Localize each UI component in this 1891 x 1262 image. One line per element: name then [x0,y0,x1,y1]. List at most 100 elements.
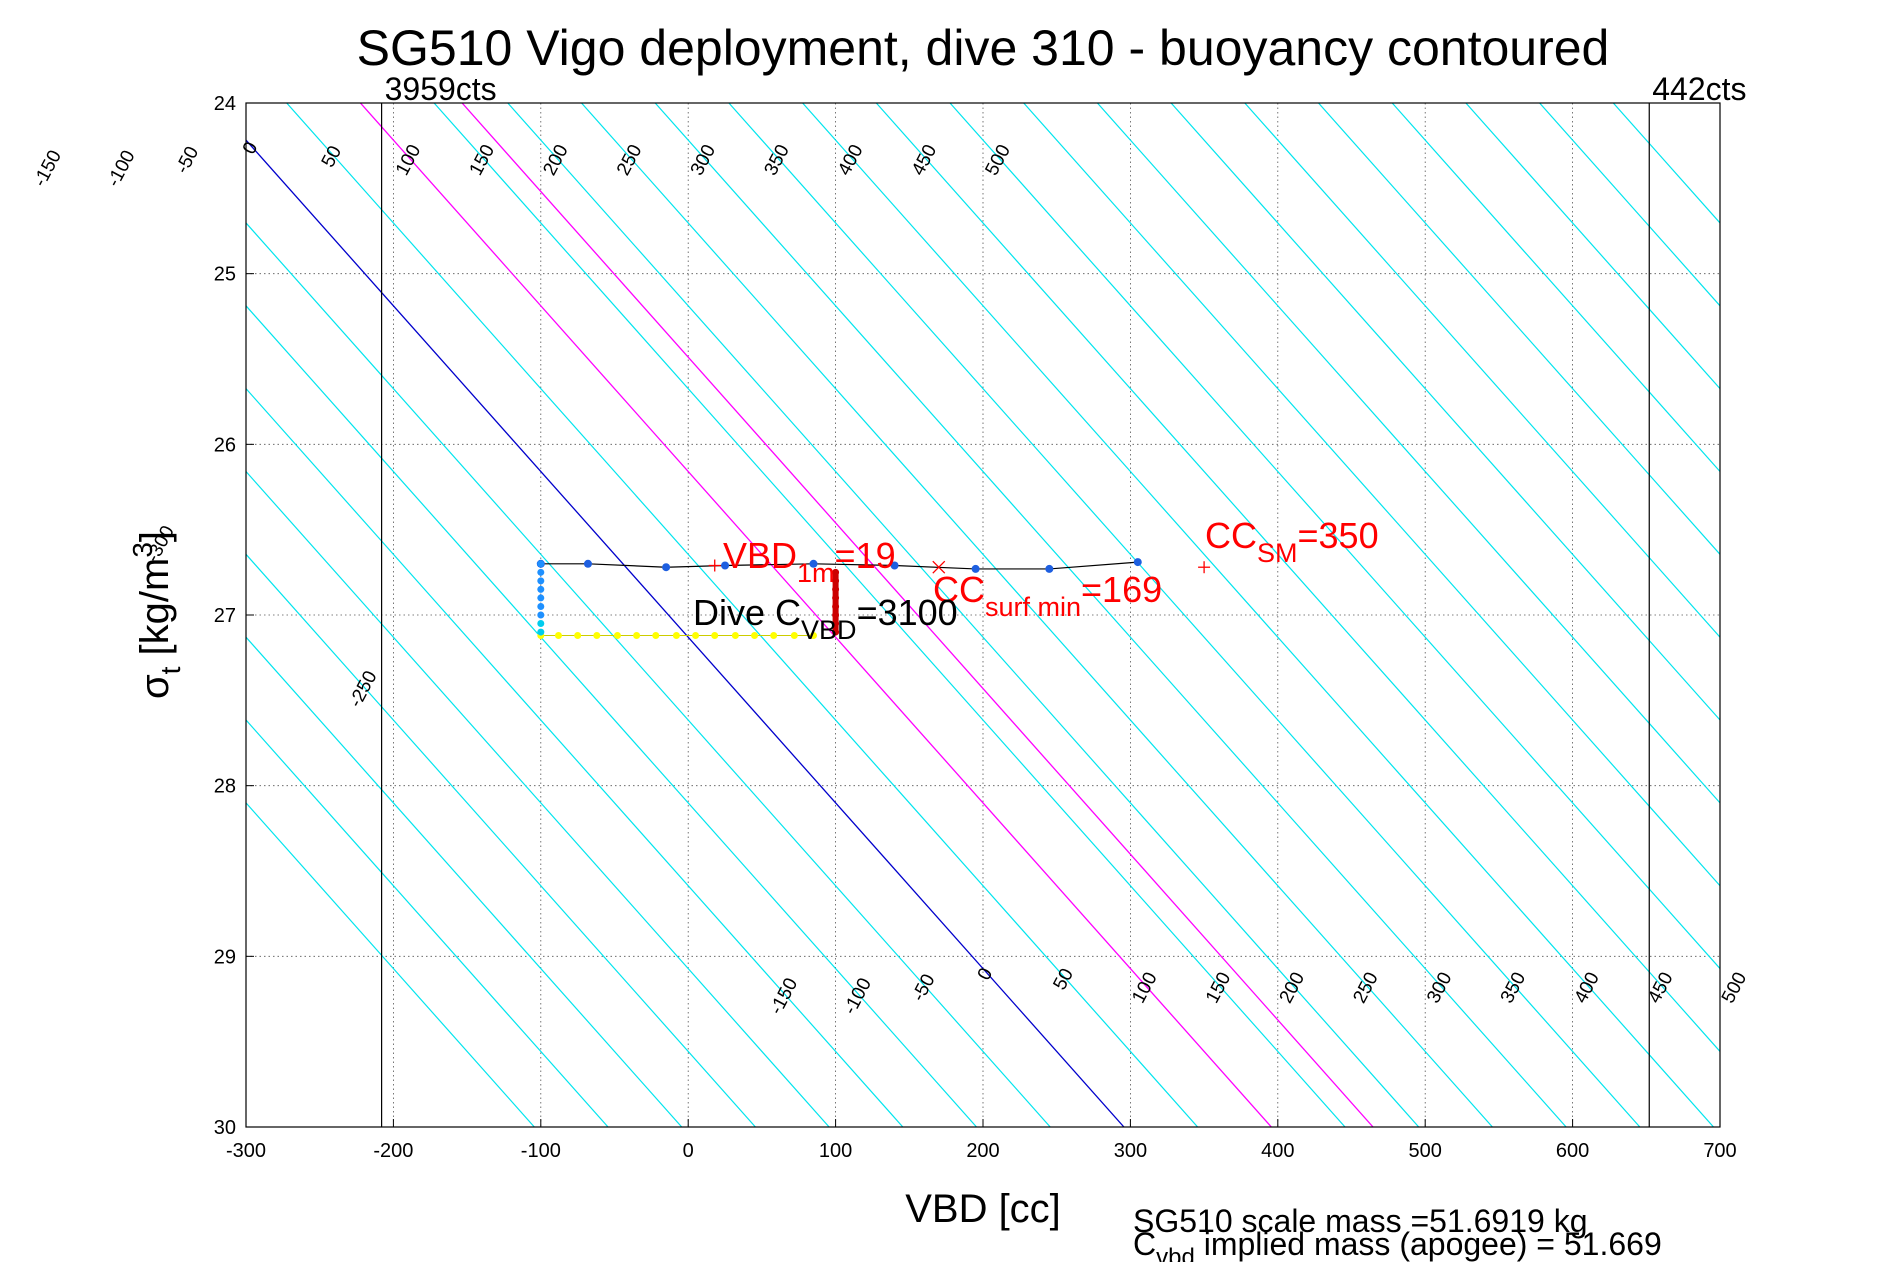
contour-label-top: -100 [103,147,139,190]
contour-label-bottom: -50 [908,971,939,1005]
contour-label-top: 200 [539,141,572,179]
series-point-vertical-red [832,585,840,593]
series-point-vertical [537,620,545,628]
x-tick-label: 100 [819,1140,852,1162]
contour-label-bottom: 400 [1571,969,1604,1007]
y-ticks: 24 25 26 27 28 29 30 [214,93,254,1139]
x-tick-label: -200 [373,1140,413,1162]
series-point-profile [971,564,980,573]
contour-label-bottom: -100 [840,975,876,1018]
contour-line-cyan [246,222,1051,1127]
vbd-limit-lines: 3959cts 442cts [381,71,1747,1127]
contour-line-cyan [654,103,1567,1127]
annotation-dive-cvbd: Dive CVBD=3100 [693,592,958,645]
series-point-vertical-red [832,594,840,602]
contour-label-bottom: 300 [1423,969,1456,1007]
x-ticks: -300 -200 -100 0 100 200 300 400 500 600 700 [226,1119,1737,1162]
contour-label-top: -50 [172,143,203,177]
contour-label-bottom: -150 [766,975,802,1018]
series-point-bottom [711,631,719,639]
contour-label-bottom: 350 [1497,969,1530,1007]
contour-line-cyan [1318,103,1720,556]
contour-line-cyan [246,470,830,1127]
series-point-profile [721,561,730,570]
contour-line-cyan [581,103,1493,1127]
contour-line-magenta [461,103,1374,1127]
series-point-vertical-red [832,628,840,636]
footer-implied-mass: Cvbd implied mass (apogee) = 51.669 [1133,1226,1662,1262]
series-point-vertical-red [832,568,840,576]
data-series [536,558,1142,639]
contour-label-top: 100 [392,141,425,179]
vbd-limit-label: 442cts [1652,71,1746,107]
y-tick-label: 27 [214,605,236,627]
annotation-vbd-1m: VBD1m=19 [723,535,896,588]
series-point-bottom [613,631,621,639]
contour-line-zero [246,139,1125,1127]
series-point-bottom [593,631,601,639]
contour-line-cyan [1244,103,1720,639]
series-point-vertical [537,594,545,602]
contour-label-top: -150 [30,147,66,190]
contour-line-cyan [246,719,609,1127]
y-tick-label: 28 [214,776,236,798]
contour-label-bottom: 100 [1128,969,1161,1007]
contour-line-cyan [949,103,1720,970]
series-point-profile [1133,558,1142,567]
series-point-vertical [537,602,545,610]
y-tick-label: 25 [214,264,236,286]
series-point-vertical [537,577,545,585]
x-tick-label: 200 [966,1140,999,1162]
contour-label-top: 450 [908,141,941,179]
contour-line-cyan [1391,103,1720,473]
contour-labels: -400-350-300-250-200-150-100-50050100150… [30,139,1752,1019]
contour-label-bottom: 200 [1276,969,1309,1007]
contour-line-cyan [246,636,683,1127]
series-point-profile [662,563,671,572]
x-tick-label: 0 [683,1140,694,1162]
contour-label-bottom: 150 [1202,969,1235,1007]
contour-label-top: 350 [760,141,793,179]
series-point-bottom [790,631,798,639]
contour-label-top: 150 [466,141,499,179]
series-point-vertical [537,568,545,576]
series-point-bottom [672,631,680,639]
x-tick-label: -100 [521,1140,561,1162]
contour-label-bottom: 500 [1718,969,1751,1007]
series-point-vertical-red [832,577,840,585]
series-point-bottom [731,631,739,639]
contour-line-cyan [246,304,977,1127]
contour-line-cyan [246,801,535,1127]
y-tick-label: 26 [214,434,236,456]
series-point-vertical-red [832,620,840,628]
series-point-bottom [574,631,582,639]
contour-line-cyan [246,387,904,1127]
x-tick-label: 300 [1114,1140,1147,1162]
contour-line-cyan [507,103,1420,1127]
contour-line-cyan [1170,103,1720,721]
markers [708,559,1211,574]
annotation-cc-surf-min: CCsurf min=169 [933,569,1162,622]
contour-line-cyan [1465,103,1720,390]
y-tick-label: 29 [214,946,236,968]
series-point-vertical-red [832,611,840,619]
series-point-vertical [537,585,545,593]
contour-label-bottom: 250 [1349,969,1382,1007]
x-tick-label: 400 [1261,1140,1294,1162]
series-point-profile [583,559,592,568]
footer-scale-mass: SG510 scale mass =51.6919 kg [1133,1203,1588,1239]
series-point-profile [890,561,899,570]
contour-line-cyan [875,103,1720,1053]
x-tick-label: -300 [226,1140,266,1162]
series-point-bottom [652,631,660,639]
contour-line-cyan [728,103,1641,1127]
series-point-vertical [537,611,545,619]
series-point-vertical-red [832,602,840,610]
contour-label-top: 300 [687,141,720,179]
contour-label-top: 0 [239,139,263,158]
annotation-cc-sm: CCSM=350 [1205,515,1379,568]
contour-label-top: 400 [834,141,867,179]
contour-line-cyan [246,553,756,1127]
chart-title: SG510 Vigo deployment, dive 310 - buoyan… [357,20,1610,76]
